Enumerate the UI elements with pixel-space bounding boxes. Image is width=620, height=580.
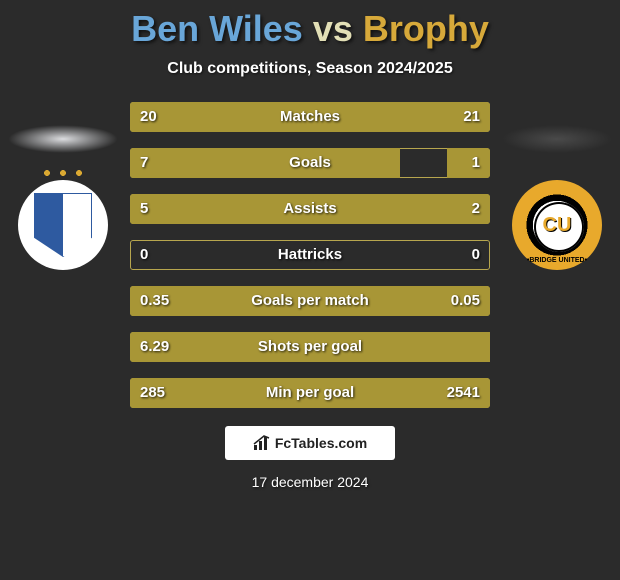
stat-value-left: 0 — [140, 240, 148, 270]
player2-name: Brophy — [363, 8, 489, 49]
stat-row: Assists5 2 — [130, 194, 490, 224]
stat-value-right: 0 — [472, 240, 480, 270]
subtitle: Club competitions, Season 2024/2025 — [0, 60, 620, 78]
player2-club-crest: CU •BRIDGE UNITED• — [512, 180, 602, 270]
stat-label: Goals per match — [130, 286, 490, 316]
vs-label: vs — [313, 8, 353, 49]
stat-row: Hattricks0 0 — [130, 240, 490, 270]
stat-label: Hattricks — [130, 240, 490, 270]
stat-row: Goals7 1 — [130, 148, 490, 178]
branding-text: FcTables.com — [275, 435, 367, 451]
stat-row: Shots per goal6.29 — [130, 332, 490, 362]
stat-value-right: 2 — [472, 194, 480, 224]
stat-label: Shots per goal — [130, 332, 490, 362]
player2-shadow — [502, 125, 612, 153]
cambridge-crest: CU •BRIDGE UNITED• — [512, 180, 602, 270]
player1-name: Ben Wiles — [131, 8, 303, 49]
huddersfield-crest — [18, 180, 108, 270]
stats-panel: Matches20 21 Goals7 1 Assists5 2 Hattricks0 0 Go… — [130, 102, 490, 408]
comparison-title: Ben Wiles vs Brophy — [0, 0, 620, 50]
stat-value-left: 5 — [140, 194, 148, 224]
stat-label: Assists — [130, 194, 490, 224]
stat-value-left: 7 — [140, 148, 148, 178]
stat-value-right: 2541 — [447, 378, 480, 408]
stat-label: Matches — [130, 102, 490, 132]
stat-row: Min per goal285 2541 — [130, 378, 490, 408]
stat-value-left: 20 — [140, 102, 157, 132]
player1-club-crest — [18, 180, 108, 270]
stat-value-left: 285 — [140, 378, 165, 408]
branding-badge[interactable]: FcTables.com — [225, 426, 395, 460]
chart-icon — [253, 435, 271, 451]
stat-value-left: 0.35 — [140, 286, 169, 316]
stat-label: Goals — [130, 148, 490, 178]
stat-value-right: 21 — [463, 102, 480, 132]
date-label: 17 december 2024 — [0, 474, 620, 490]
stat-value-left: 6.29 — [140, 332, 169, 362]
player1-shadow — [8, 125, 118, 153]
stat-label: Min per goal — [130, 378, 490, 408]
stat-row: Matches20 21 — [130, 102, 490, 132]
stat-value-right: 0.05 — [451, 286, 480, 316]
stat-value-right: 1 — [472, 148, 480, 178]
stat-row: Goals per match0.35 0.05 — [130, 286, 490, 316]
